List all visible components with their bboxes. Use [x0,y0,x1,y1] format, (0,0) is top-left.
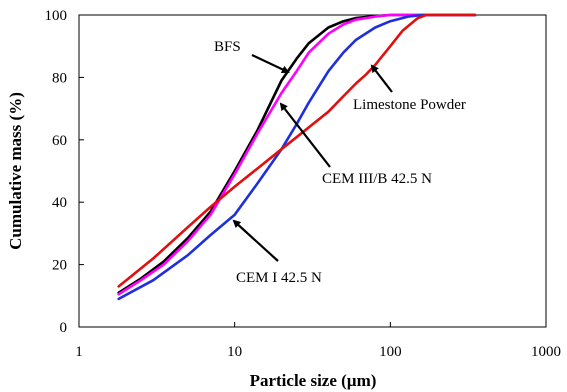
annotation-arrow-bfs [251,54,290,74]
annotation-arrow-cem-iii-b-42-5-n [279,102,331,168]
annotations: BFS Limestone Powder CEM III/B 42.5 N CEM I… [214,39,466,286]
annotation-label-cem-iii-b-42-5-n: CEM III/B 42.5 N [322,171,432,187]
annotation-label-limestone-powder: Limestone Powder [353,97,466,113]
x-tick-label: 10 [227,344,242,360]
x-tick-label: 1 [75,344,83,360]
y-tick-label: 0 [60,320,68,336]
annotation-label-cem-i-42-5-n: CEM I 42.5 N [236,270,322,286]
y-tick-label: 20 [52,258,67,274]
plot-area [78,14,547,328]
x-axis-title: Particle size (µm) [250,371,377,390]
annotation-arrow-cem-i-42-5-n [232,219,279,262]
axis-ticks: 1 10 100 1000 0 20 40 60 80 100 [45,8,562,360]
y-tick-label: 60 [52,133,67,149]
series-line-cem-iii-b-42-5-n [117,13,477,296]
series-line-bfs [117,13,477,294]
plot-border [78,14,547,328]
y-tick-label: 100 [45,8,68,24]
y-tick-label: 40 [52,195,67,211]
series-line-limestone-powder [117,13,477,288]
series-lines [117,13,477,301]
x-tick-label: 100 [379,344,402,360]
y-tick-label: 80 [52,70,67,86]
x-tick-label: 1000 [531,344,561,360]
annotation-label-bfs: BFS [214,39,241,55]
y-axis-title: Cumulative mass (%) [6,92,25,250]
annotation-arrow-limestone-powder [370,64,393,93]
series-line-cem-i-42-5-n [117,13,477,301]
